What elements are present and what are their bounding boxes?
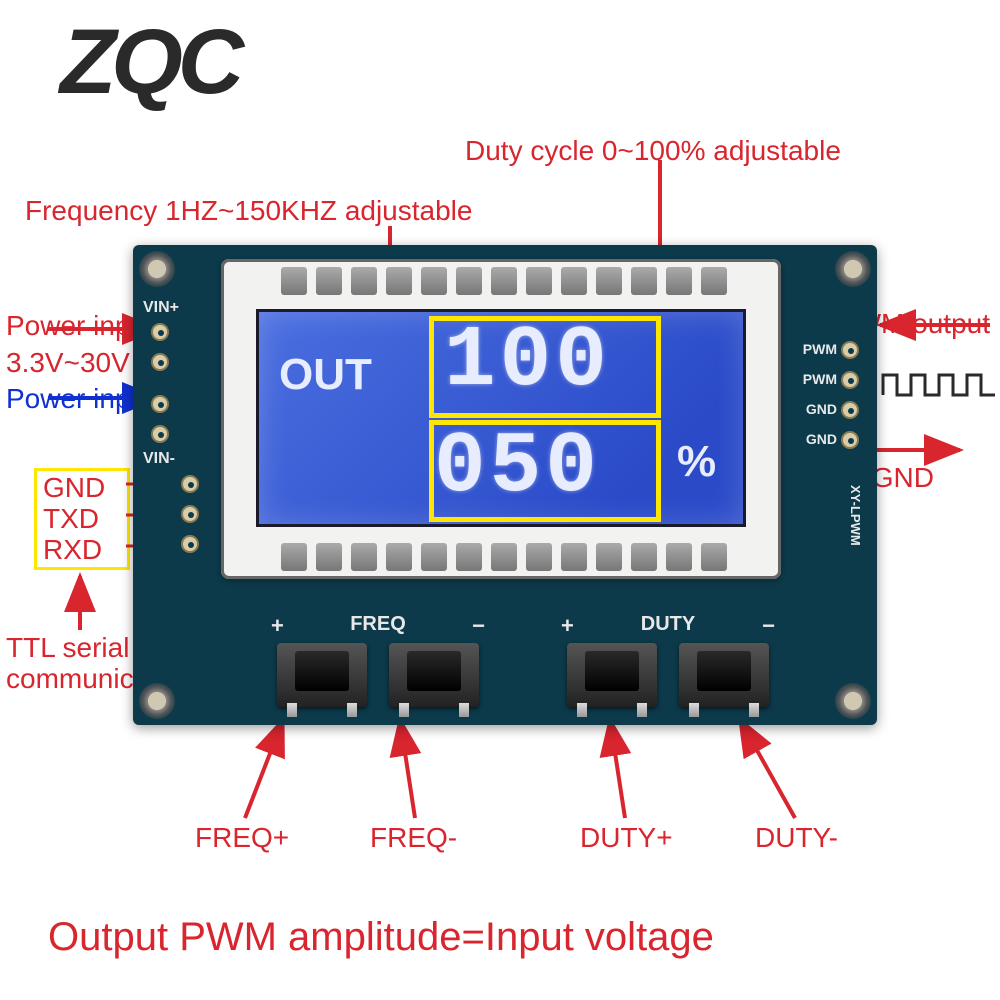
pin-vin-plus xyxy=(151,323,169,341)
silk-pwm1: PWM xyxy=(803,341,837,357)
silk-vin-minus: VIN- xyxy=(143,450,175,468)
duty-minus-label: DUTY- xyxy=(755,822,838,854)
pin-vin-neg2 xyxy=(151,425,169,443)
screw-hole xyxy=(835,251,871,287)
pin-pwm2 xyxy=(841,371,859,389)
silk-pwm2: PWM xyxy=(803,371,837,387)
screw-hole xyxy=(139,683,175,719)
freq-minus-label: FREQ- xyxy=(370,822,457,854)
freq-plus-label: FREQ+ xyxy=(195,822,289,854)
lcd-freq-value: 100 xyxy=(444,312,611,410)
lcd-out-label: OUT xyxy=(279,350,372,400)
minus-icon: − xyxy=(472,613,485,639)
duty-adjustable-label: Duty cycle 0~100% adjustable xyxy=(465,135,841,167)
button-row: + FREQ − + DUTY − xyxy=(253,613,793,707)
duty-plus-label: DUTY+ xyxy=(580,822,673,854)
ttl-pins-box: GND TXD RXD xyxy=(34,468,130,570)
ttl-gnd-label: GND xyxy=(43,473,121,504)
freq-button-group: + FREQ − xyxy=(253,613,503,707)
ttl-rxd-label: RXD xyxy=(43,535,121,566)
duty-minus-button[interactable] xyxy=(679,643,769,707)
pin-ttl-rxd xyxy=(181,535,199,553)
silk-vin-plus: VIN+ xyxy=(143,299,179,317)
lcd-percent: % xyxy=(677,437,716,487)
brand-logo: ZQC xyxy=(60,10,239,115)
duty-button-group: + DUTY − xyxy=(543,613,793,707)
pin-gnd2 xyxy=(841,431,859,449)
silk-board-id: XY-LPWM xyxy=(848,485,863,546)
screw-hole xyxy=(139,251,175,287)
silk-gnd1: GND xyxy=(806,401,837,417)
pin-vin-neg1 xyxy=(151,395,169,413)
pin-vin-pos2 xyxy=(151,353,169,371)
screw-hole xyxy=(835,683,871,719)
gnd-out-label: GND xyxy=(872,462,934,494)
pin-gnd1 xyxy=(841,401,859,419)
freq-plus-button[interactable] xyxy=(277,643,367,707)
footer-note: Output PWM amplitude=Input voltage xyxy=(48,915,714,960)
pin-ttl-gnd xyxy=(181,475,199,493)
pcb-board: VIN+ VIN- PWM PWM GND GND XY-LPWM OUT xyxy=(133,245,877,725)
silk-gnd2: GND xyxy=(806,431,837,447)
lcd-screen: OUT 100 050 % xyxy=(256,309,746,527)
freq-adjustable-label: Frequency 1HZ~150KHZ adjustable xyxy=(25,195,472,227)
lcd-frame: OUT 100 050 % xyxy=(221,259,781,579)
ttl-txd-label: TXD xyxy=(43,504,121,535)
minus-icon: − xyxy=(762,613,775,639)
lcd-duty-value: 050 xyxy=(434,418,601,516)
pin-pwm1 xyxy=(841,341,859,359)
duty-group-label: DUTY xyxy=(641,613,695,639)
freq-group-label: FREQ xyxy=(350,613,406,639)
freq-minus-button[interactable] xyxy=(389,643,479,707)
duty-plus-button[interactable] xyxy=(567,643,657,707)
power-range-label: 3.3V~30V xyxy=(6,347,130,379)
plus-icon: + xyxy=(271,613,284,639)
plus-icon: + xyxy=(561,613,574,639)
pin-ttl-txd xyxy=(181,505,199,523)
